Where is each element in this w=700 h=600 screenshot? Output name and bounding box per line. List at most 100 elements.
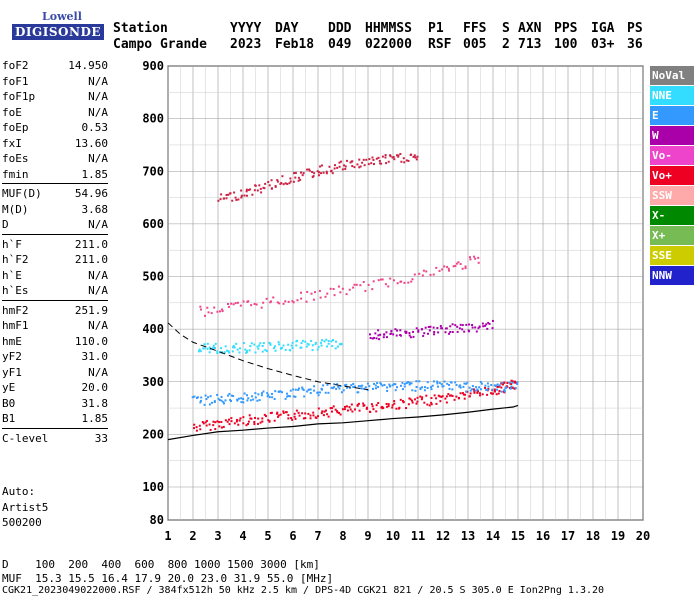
echo-point [258,184,261,187]
echo-point [249,188,252,191]
echo-point [422,334,425,337]
echo-point [402,400,405,403]
y-tick-label: 700 [142,164,164,178]
echo-point [325,170,328,173]
echo-point [242,300,245,303]
echo-point [387,285,390,288]
echo-point [247,397,250,400]
echo-point [426,387,429,390]
echo-point [242,397,245,400]
echo-point [408,383,411,386]
x-tick-label: 14 [486,529,500,543]
echo-point [240,401,243,404]
echo-point [224,419,227,422]
echo-point [299,291,302,294]
legend-item: W [650,126,694,145]
echo-point [432,380,435,383]
echo-point [343,405,346,408]
param-row: MUF(D) 54.96 [2,186,108,202]
echo-point [207,311,210,314]
echo-point [254,396,257,399]
x-tick-label: 11 [411,529,425,543]
echo-point [361,161,364,164]
echo-point [484,324,487,327]
echo-point [317,171,320,174]
param-row: h`E N/A [2,268,108,284]
echo-point [242,401,245,404]
trace-cyan-cluster [197,338,343,355]
echo-point [199,308,202,311]
param-row: h`Es N/A [2,283,108,299]
echo-point [362,158,365,161]
echo-point [408,332,411,335]
param-name: foF1 [2,74,29,88]
echo-point [379,162,382,165]
echo-point [498,385,501,388]
echo-point [306,168,309,171]
echo-point [273,345,276,348]
echo-point [475,330,478,333]
echo-point [307,388,310,391]
echo-point [336,166,339,169]
echo-point [376,382,379,385]
echo-point [220,347,223,350]
echo-point [220,426,223,429]
header-cell: S [502,21,510,36]
echo-point [461,328,464,331]
echo-point [477,256,480,259]
param-row: M(D) 3.68 [2,202,108,218]
echo-point [416,155,419,158]
echo-point [438,381,441,384]
echo-point [491,388,494,391]
echo-point [393,400,396,403]
echo-point [271,392,274,395]
echo-point [415,385,418,388]
echo-point [415,380,418,383]
param-value: 0.53 [81,121,109,134]
echo-point [225,349,228,352]
echo-point [270,300,273,303]
echo-point [337,285,340,288]
echo-point [468,323,471,326]
echo-point [427,325,430,328]
echo-point [221,308,224,311]
echo-point [389,155,392,158]
echo-point [235,198,238,201]
echo-point [351,165,354,168]
echo-point [449,325,452,328]
echo-point [407,281,410,284]
echo-point [362,387,365,390]
echo-point [256,345,259,348]
echo-point [230,302,233,305]
echo-point [377,385,380,388]
echo-point [446,382,449,385]
echo-point [478,325,481,328]
param-row: hmE 110.0 [2,334,108,350]
echo-point [312,411,315,414]
echo-point [228,351,231,354]
echo-point [386,405,389,408]
echo-point [304,412,307,415]
echo-point [413,273,416,276]
echo-point [418,380,421,383]
echo-point [223,351,226,354]
echo-point [238,351,241,354]
echo-point [259,187,262,190]
echo-point [450,381,453,384]
echo-point [234,196,237,199]
echo-point [276,180,279,183]
echo-point [250,417,253,420]
echo-point [235,342,238,345]
echo-point [327,391,330,394]
echo-point [476,391,479,394]
echo-point [203,314,206,317]
header-cell: P1 [428,21,444,36]
echo-point [459,392,462,395]
echo-point [469,389,472,392]
echo-point [213,346,216,349]
echo-point [448,332,451,335]
echo-point [433,394,436,397]
echo-point [493,384,496,387]
param-value: 14.950 [68,59,108,72]
x-tick-label: 8 [339,529,346,543]
